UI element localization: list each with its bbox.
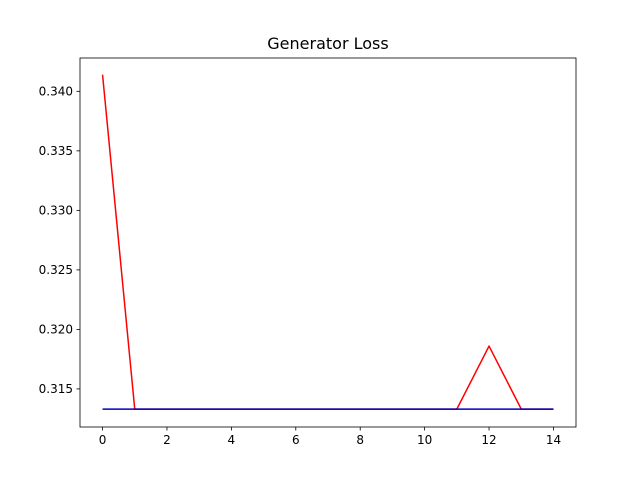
series-layer	[101, 74, 554, 410]
series-line-1	[101, 74, 554, 410]
chart-title: Generator Loss	[267, 34, 388, 53]
x-tick-label: 4	[228, 433, 236, 447]
x-tick-label: 0	[99, 433, 107, 447]
x-tick-label: 14	[546, 433, 561, 447]
y-tick-label: 0.340	[39, 84, 73, 98]
x-tick-label: 8	[356, 433, 364, 447]
y-tick-label: 0.330	[39, 203, 73, 217]
y-tick-label: 0.315	[39, 382, 73, 396]
y-tick-label: 0.335	[39, 144, 73, 158]
x-tick-label: 10	[417, 433, 432, 447]
axes-layer: 0 2 4 6 8 10 12 14 0.315 0.320 0.325 0.330 0.335 0.34…	[39, 57, 577, 447]
y-tick-label: 0.325	[39, 263, 73, 277]
plot-frame	[79, 57, 577, 428]
x-tick-label: 12	[481, 433, 496, 447]
x-tick-label: 2	[163, 433, 171, 447]
y-tick-label: 0.320	[39, 322, 73, 336]
x-tick-label: 6	[292, 433, 300, 447]
